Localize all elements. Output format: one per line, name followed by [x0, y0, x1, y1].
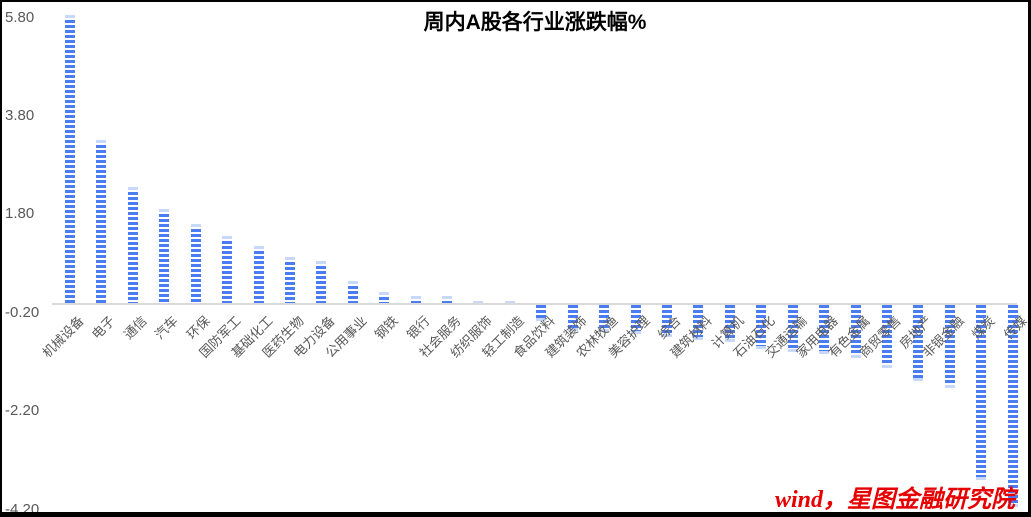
bar-国防军工 — [222, 236, 233, 303]
bar-基础化工 — [253, 245, 264, 303]
bar-石油石化 — [756, 305, 767, 350]
bar-房地产 — [913, 305, 924, 382]
bar-机械设备 — [65, 15, 75, 303]
bar-纺织服饰 — [473, 300, 484, 303]
bar-电力设备 — [316, 261, 327, 303]
bar-轻工制造 — [504, 301, 515, 303]
y-axis-label: 3.80 — [5, 107, 35, 125]
bar-汽车 — [159, 208, 170, 303]
bar-电子 — [96, 139, 107, 303]
bar-通信 — [127, 187, 138, 303]
bar-计算机 — [724, 305, 735, 343]
bar-传媒 — [1007, 305, 1018, 508]
bar-农林牧渔 — [599, 305, 610, 333]
y-axis-label: 1.80 — [5, 205, 35, 223]
bar-综合 — [661, 305, 672, 338]
bar-银行 — [410, 295, 421, 303]
chart-title: 周内A股各行业涨跌幅% — [423, 11, 647, 34]
bar-环保 — [190, 224, 201, 303]
bar-交通运输 — [787, 305, 798, 352]
bar-家用电器 — [819, 305, 830, 355]
frame-border-right — [1028, 0, 1031, 517]
y-axis-label: 5.80 — [5, 8, 35, 26]
bar-非银金融 — [944, 305, 955, 388]
bar-商贸零售 — [881, 305, 892, 368]
bar-社会服务 — [442, 295, 453, 303]
bar-公用事业 — [347, 280, 358, 303]
frame-border-left — [0, 0, 2, 517]
frame-border-bottom — [0, 512, 1031, 517]
bar-美容护理 — [630, 305, 641, 334]
x-axis-line — [52, 303, 1017, 305]
bar-建筑装饰 — [567, 305, 578, 332]
y-axis-label: -2.20 — [5, 402, 40, 420]
watermark-text: wind，星图金融研究院 — [774, 487, 1015, 513]
frame-border-top — [0, 0, 1031, 2]
bar-煤炭 — [976, 305, 987, 481]
bar-钢铁 — [379, 292, 390, 303]
bar-食品饮料 — [536, 305, 547, 321]
bar-建筑材料 — [693, 305, 704, 340]
bar-医药生物 — [284, 257, 295, 303]
y-axis-label: -0.20 — [5, 303, 40, 321]
bar-有色金属 — [850, 305, 861, 359]
